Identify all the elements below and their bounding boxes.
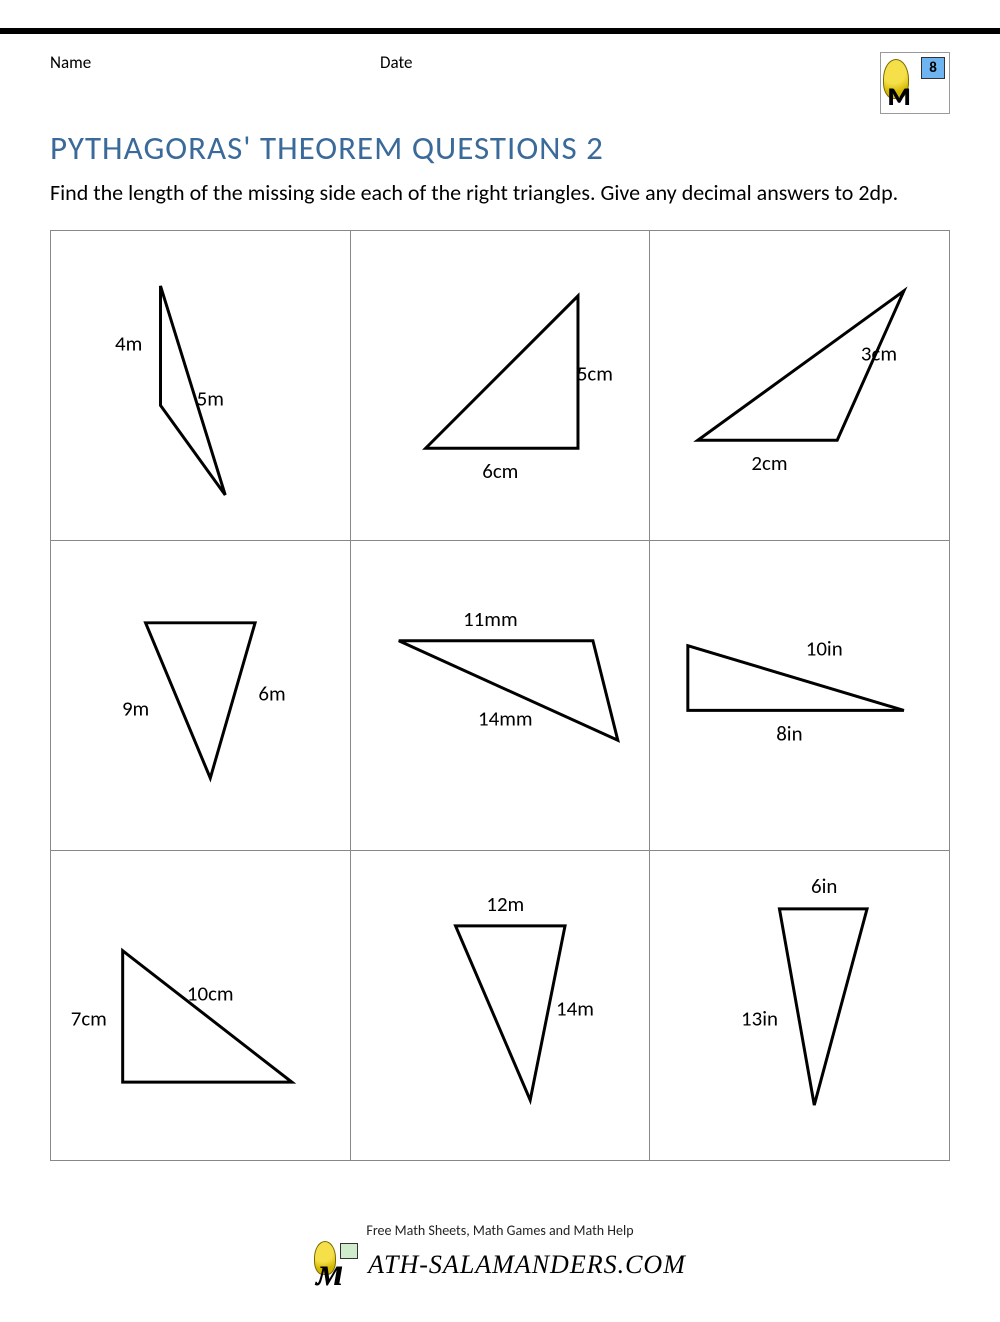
grade-badge: 8 <box>921 57 945 79</box>
side-label: 4m <box>115 330 142 356</box>
triangle-diagram: 3cm 2cm <box>650 231 949 535</box>
side-label: 7cm <box>71 1005 107 1031</box>
triangle-diagram: 6in 13in <box>650 851 949 1155</box>
side-label: 5m <box>197 385 224 411</box>
footer-brand: ᴍ ATH-SALAMANDERS.COM <box>314 1241 686 1289</box>
side-label: 12m <box>486 891 524 917</box>
triangle-cell: 4m 5m <box>51 230 351 540</box>
footer-brand-text: ATH-SALAMANDERS.COM <box>368 1250 686 1280</box>
worksheet-title: PYTHAGORAS' THEOREM QUESTIONS 2 <box>50 128 950 168</box>
side-label: 6in <box>811 873 837 899</box>
triangle-cell: 12m 14m <box>350 850 650 1160</box>
triangle-diagram: 6m 9m <box>51 541 350 845</box>
triangle-cell: 7cm 10cm <box>51 850 351 1160</box>
triangle-diagram: 10in 8in <box>650 541 949 845</box>
triangle-diagram: 7cm 10cm <box>51 851 350 1155</box>
side-label: 10cm <box>187 980 234 1006</box>
triangle-grid: 4m 5m 5cm 6cm 3cm 2cm 6m 9m 11mm 14mm 10in 8in 7cm 10… <box>50 230 950 1161</box>
triangle-cell: 5cm 6cm <box>350 230 650 540</box>
name-label: Name <box>50 52 380 73</box>
triangle-diagram: 11mm 14mm <box>351 541 650 845</box>
footer: Free Math Sheets, Math Games and Math He… <box>0 1222 1000 1294</box>
triangle-cell: 10in 8in <box>650 540 950 850</box>
side-label: 3cm <box>861 340 897 366</box>
side-label: 8in <box>777 720 803 746</box>
triangle-diagram: 12m 14m <box>351 851 650 1155</box>
side-label: 13in <box>741 1005 778 1031</box>
triangle-shape <box>425 296 577 448</box>
logo-m-icon: ᴍ <box>887 74 905 115</box>
side-label: 5cm <box>576 360 612 386</box>
side-label: 9m <box>122 695 149 721</box>
triangle-cell: 6in 13in <box>650 850 950 1160</box>
side-label: 11mm <box>463 605 518 631</box>
triangle-shape <box>146 623 256 778</box>
side-label: 14mm <box>478 705 533 731</box>
triangle-cell: 11mm 14mm <box>350 540 650 850</box>
side-label: 6cm <box>482 458 518 484</box>
side-label: 10in <box>806 635 843 661</box>
footer-logo-icon: ᴍ <box>314 1241 362 1289</box>
triangle-shape <box>455 926 565 1100</box>
brand-logo-box: ᴍ 8 <box>880 52 950 114</box>
triangle-cell: 6m 9m <box>51 540 351 850</box>
triangle-shape <box>123 950 292 1081</box>
header-row: Name Date ᴍ 8 <box>50 52 950 114</box>
side-label: 2cm <box>752 450 788 476</box>
triangle-shape <box>780 909 868 1105</box>
footer-tagline: Free Math Sheets, Math Games and Math He… <box>0 1222 1000 1239</box>
side-label: 6m <box>258 680 285 706</box>
triangle-diagram: 5cm 6cm <box>351 231 650 535</box>
instructions-text: Find the length of the missing side each… <box>50 178 950 208</box>
triangle-shape <box>688 645 904 710</box>
triangle-diagram: 4m 5m <box>51 231 350 535</box>
side-label: 14m <box>556 995 594 1021</box>
worksheet-page: Name Date ᴍ 8 PYTHAGORAS' THEOREM QUESTI… <box>0 34 1000 1161</box>
date-label: Date <box>380 52 880 73</box>
triangle-cell: 3cm 2cm <box>650 230 950 540</box>
